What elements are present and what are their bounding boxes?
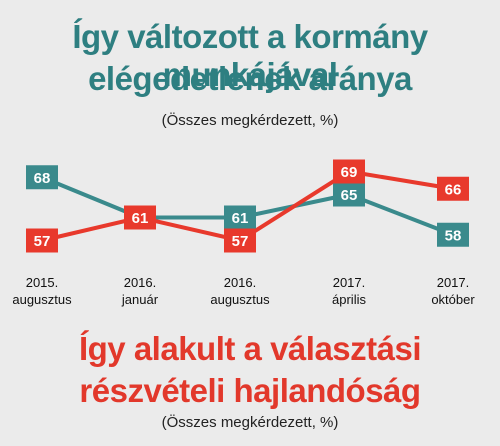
- data-label: 57: [34, 233, 51, 250]
- x-tick-label: április: [332, 292, 366, 307]
- data-marker: [437, 176, 469, 201]
- x-tick-label: augusztus: [12, 292, 72, 307]
- x-tick-label: 2017.: [437, 275, 470, 290]
- data-label: 68: [34, 170, 51, 187]
- x-tick-label: augusztus: [210, 292, 270, 307]
- data-marker: [26, 228, 58, 253]
- x-tick-label: október: [431, 292, 475, 307]
- x-tick-label: 2015.: [26, 275, 59, 290]
- data-marker: [333, 182, 365, 207]
- x-tick-label: január: [121, 292, 159, 307]
- chart-title-red-line1: Így alakult a választási: [78, 330, 422, 367]
- data-marker: [224, 205, 256, 230]
- data-label: 69: [341, 164, 358, 181]
- data-label: 61: [132, 210, 149, 227]
- data-label: 57: [232, 233, 249, 250]
- chart-title-teal-line1: Így változott a kormány munkájával: [72, 18, 428, 93]
- data-marker: [437, 222, 469, 247]
- data-marker: [124, 205, 156, 230]
- data-marker: [333, 159, 365, 184]
- x-tick-label: 2017.: [333, 275, 366, 290]
- data-label: 66: [445, 181, 462, 198]
- data-marker: [224, 228, 256, 253]
- chart-title-red-line2: részvételi hajlandóság: [79, 372, 421, 409]
- x-tick-label: 2016.: [124, 275, 157, 290]
- chart-subtitle-red: (Összes megkérdezett, %): [161, 414, 339, 431]
- data-label: 58: [445, 227, 462, 244]
- data-marker: [26, 165, 58, 190]
- data-label: 61: [232, 210, 249, 227]
- chart-subtitle-teal: (Összes megkérdezett, %): [161, 112, 339, 129]
- data-label: 65: [341, 187, 358, 204]
- x-tick-label: 2016.: [224, 275, 257, 290]
- chart-title-teal-line2: elégedetlenek aránya: [88, 60, 412, 97]
